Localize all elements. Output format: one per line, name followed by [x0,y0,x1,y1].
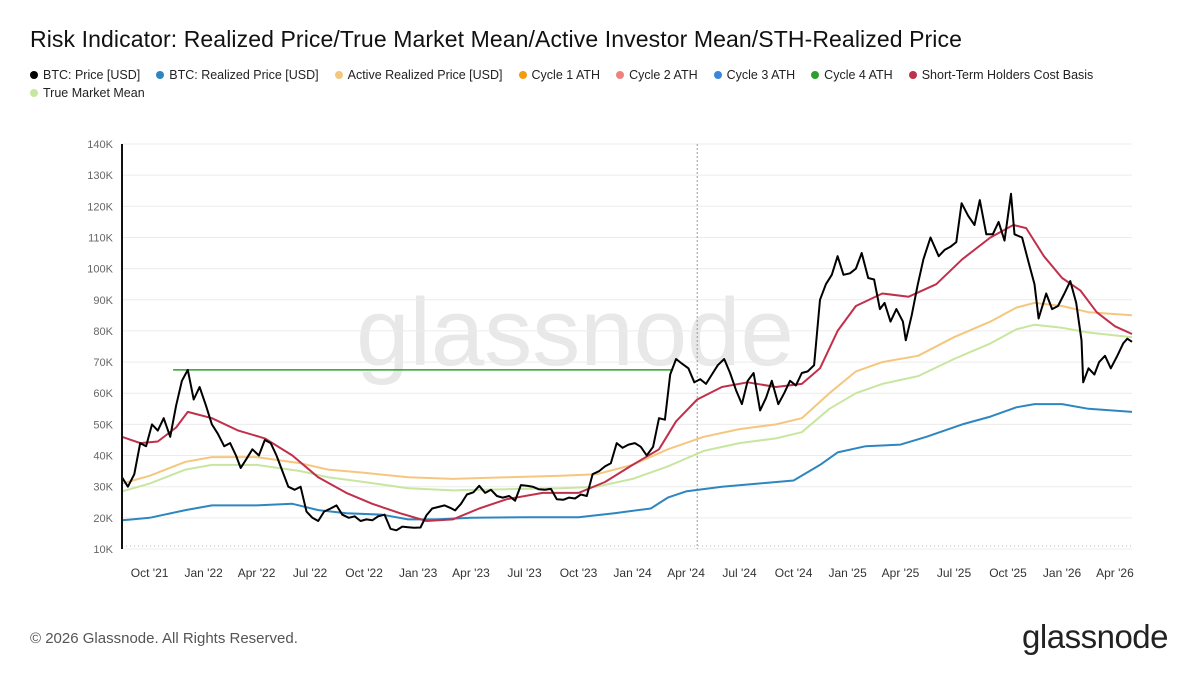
y-tick-label: 130K [87,170,113,182]
y-tick-label: 20K [93,513,113,525]
legend-item[interactable]: Cycle 3 ATH [713,68,796,82]
legend-dot-icon [30,89,38,97]
x-tick-label: Oct '24 [775,566,813,580]
y-tick-label: 120K [87,201,113,213]
y-tick-label: 60K [93,388,113,400]
copyright-footer: © 2026 Glassnode. All Rights Reserved. [30,630,298,647]
markers [173,144,698,549]
x-tick-label: Oct '21 [131,566,169,580]
legend-item[interactable]: BTC: Realized Price [USD] [156,68,319,82]
legend-dot-icon [713,71,722,79]
legend-label: BTC: Price [USD] [43,68,141,82]
legend-label: BTC: Realized Price [USD] [169,68,319,82]
legend-label: True Market Mean [43,86,145,100]
x-tick-label: Jan '23 [399,566,438,580]
x-tick-label: Oct '22 [345,566,383,580]
x-tick-label: Jan '26 [1043,566,1082,580]
legend-dot-icon [156,71,165,79]
y-tick-label: 10K [93,544,113,556]
legend-item[interactable]: BTC: Price [USD] [30,68,140,82]
x-tick-label: Apr '26 [1096,566,1134,580]
legend-dot-icon [30,71,38,79]
x-tick-label: Jul '22 [293,566,328,580]
legend-label: Cycle 4 ATH [824,68,893,82]
legend-dot-icon [908,71,917,79]
legend-dot-icon [334,71,343,79]
x-tick-label: Apr '23 [452,566,490,580]
chart-title: Risk Indicator: Realized Price/True Mark… [30,26,963,52]
legend-item[interactable]: Cycle 4 ATH [811,68,893,82]
y-tick-label: 90K [93,295,113,307]
x-tick-label: Oct '25 [989,566,1027,580]
legend-label: Short-Term Holders Cost Basis [921,68,1094,82]
series-line-active-realized-price-usd [121,301,1133,485]
x-tick-label: Apr '22 [238,566,276,580]
legend: BTC: Price [USD] BTC: Realized Price [USD… [30,68,1170,100]
x-tick-label: Jul '25 [937,566,972,580]
y-tick-label: 40K [93,451,113,463]
watermark-text: glassnode [356,279,794,386]
y-tick-label: 80K [93,326,113,338]
legend-item[interactable]: True Market Mean [30,86,145,100]
legend-item[interactable]: Short-Term Holders Cost Basis [908,68,1094,82]
x-tick-label: Jul '24 [722,566,757,580]
legend-dot-icon [811,71,820,79]
brand-logo[interactable]: glassnode [1022,618,1168,655]
series-line-btc-realized-price-usd [121,403,1133,522]
y-tick-label: 50K [93,419,113,431]
legend-dot-icon [518,71,527,79]
x-axis-ticks: Oct '21 Jan '22 Apr '22 Jul '22 Oct '22 Jan '… [131,566,1134,580]
x-tick-label: Oct '23 [560,566,598,580]
x-tick-label: Jan '24 [613,566,652,580]
y-tick-label: 140K [87,139,113,151]
legend-item[interactable]: Cycle 1 ATH [518,68,601,82]
x-tick-label: Jan '25 [828,566,867,580]
series-lines [121,192,1133,532]
x-tick-label: Apr '24 [667,566,705,580]
x-tick-label: Apr '25 [882,566,920,580]
x-tick-label: Jan '22 [185,566,224,580]
y-tick-label: 100K [87,264,113,276]
y-axis-ticks: 10K 20K 30K 40K 50K 60K 70K 80K 90K 100K 110K 120K 1… [87,139,113,556]
legend-item[interactable]: Cycle 2 ATH [616,68,698,82]
legend-item[interactable]: Active Realized Price [USD] [334,68,503,82]
series-line-short-term-holders-cost-basis [121,224,1133,522]
series-line-btc-price-usd [121,192,1133,532]
y-tick-label: 70K [93,357,113,369]
series-line-true-market-mean [121,323,1133,493]
y-tick-label: 30K [93,482,113,494]
legend-label: Active Realized Price [USD] [347,68,503,82]
legend-label: Cycle 3 ATH [726,68,796,82]
x-tick-label: Jul '23 [507,566,542,580]
legend-dot-icon [616,71,625,79]
legend-label: Cycle 2 ATH [629,68,698,82]
legend-label: Cycle 1 ATH [531,68,601,82]
y-tick-label: 110K [88,232,114,244]
